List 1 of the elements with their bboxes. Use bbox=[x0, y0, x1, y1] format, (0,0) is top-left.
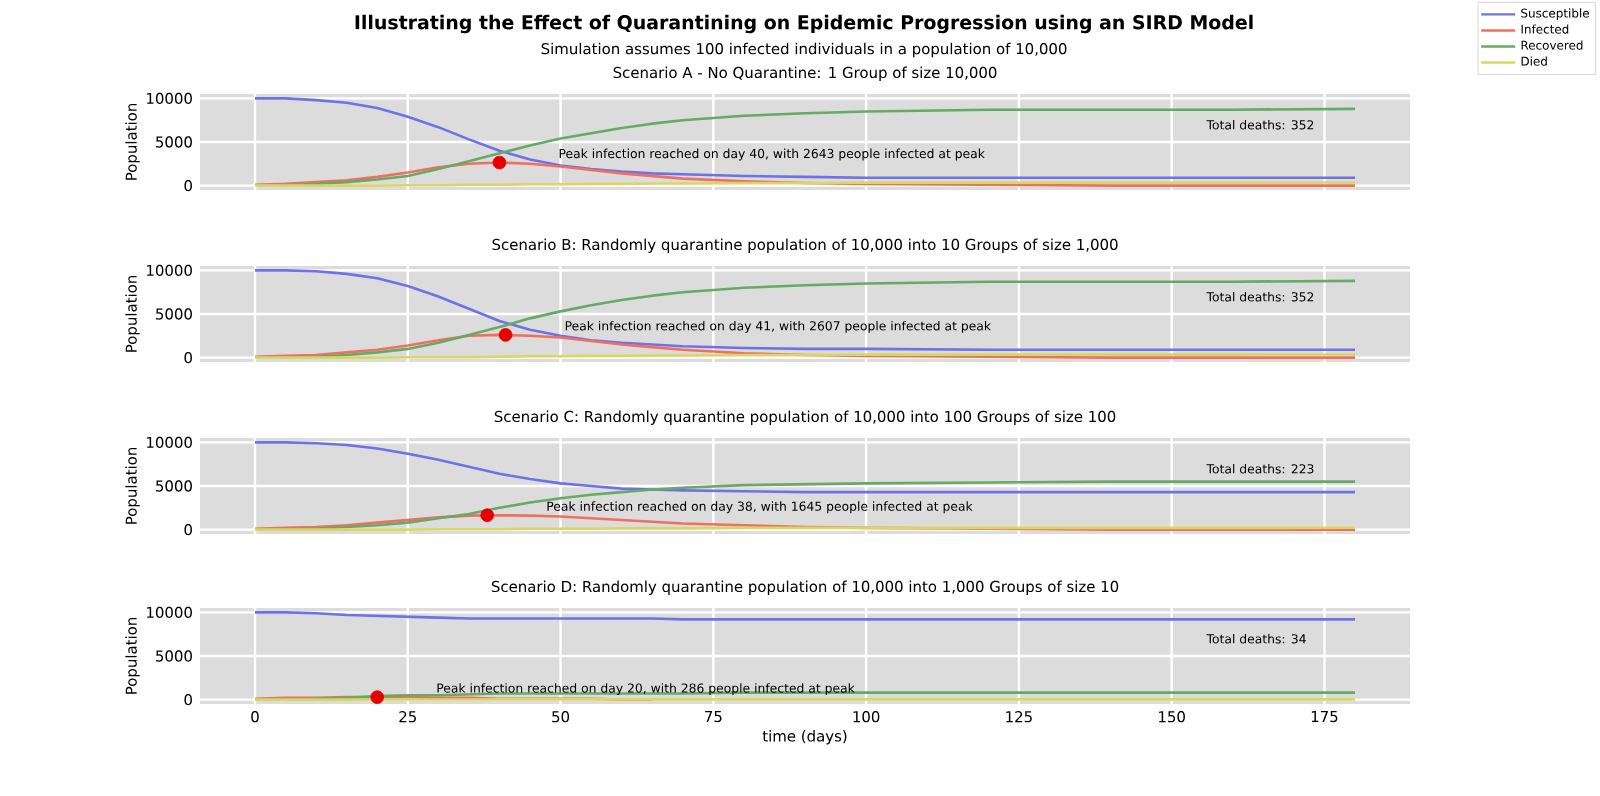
text: Illustrating the Effect of Quarantining on Epidemic Progression using an SIRD Model bbox=[355, 14, 1253, 34]
